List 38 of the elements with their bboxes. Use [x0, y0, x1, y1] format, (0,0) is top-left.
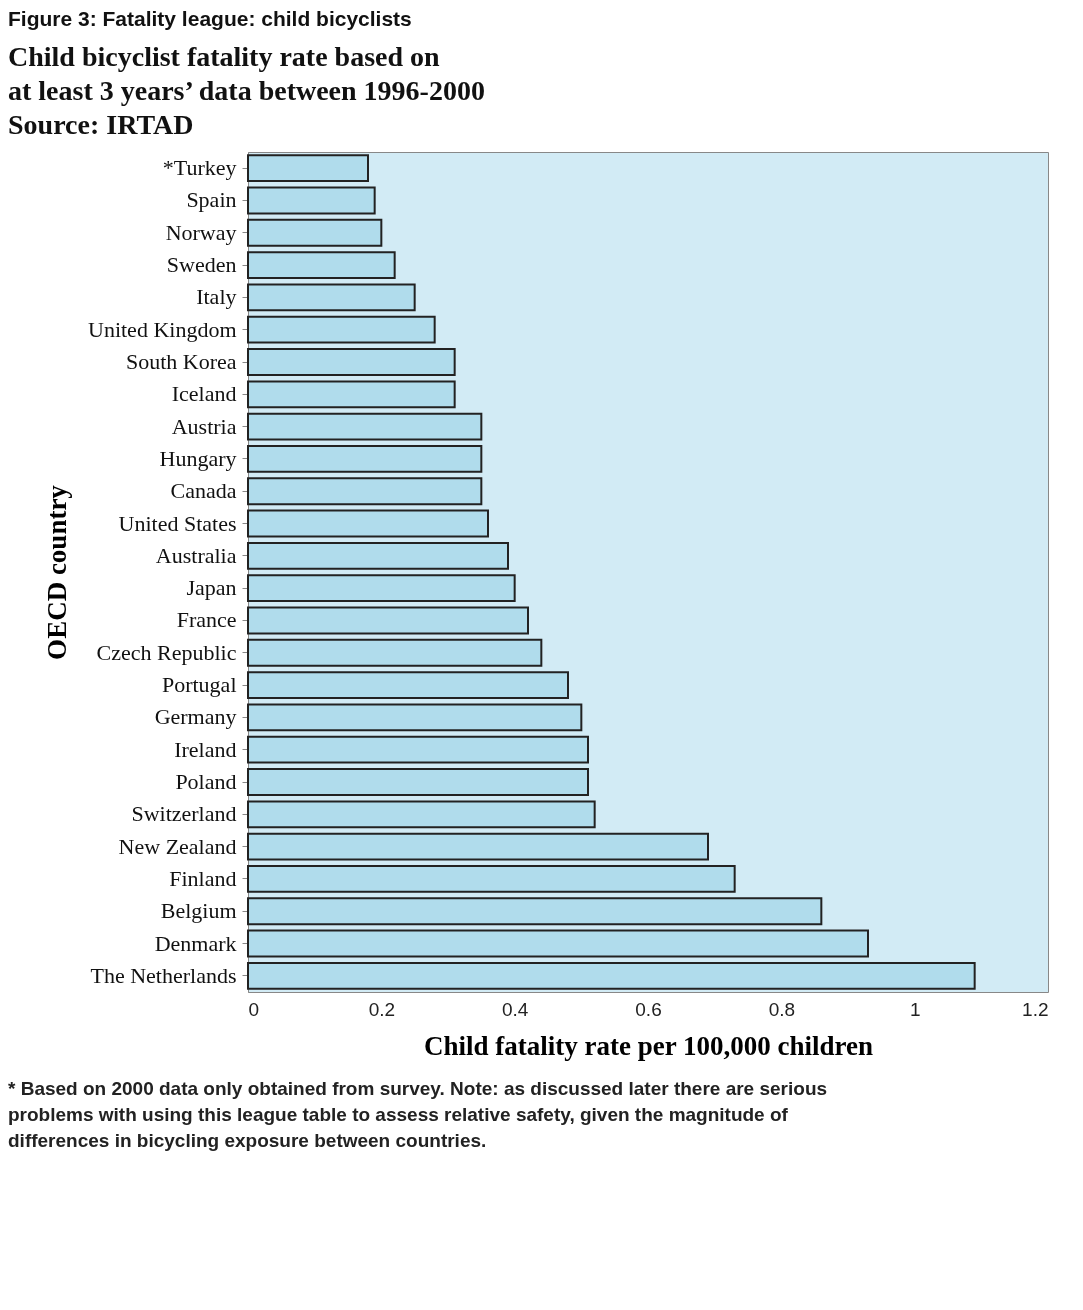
x-tick-label: 1.2: [1022, 998, 1049, 1020]
y-tick-label: Portugal: [161, 672, 237, 698]
text: * Based on 2000 data only obtained from survey. Note: as discussed later there are serious problems with using this league table to assess relative safety, given the magnitude of differences in bicycling exposure between countries.: [8, 1078, 828, 1151]
x-tick-label: 1: [909, 998, 921, 1020]
y-tick-label: The Netherlands: [90, 962, 237, 988]
y-tick-label: New Zealand: [118, 833, 237, 859]
y-tick-label: Finland: [169, 865, 237, 891]
y-tick-label: Norway: [165, 219, 237, 245]
y-tick-label: Switzerland: [131, 801, 237, 827]
y-tick-label: Australia: [155, 542, 237, 568]
x-axis-title: Child fatality rate per 100,000 children: [424, 1030, 873, 1061]
y-tick-label: Belgium: [160, 898, 237, 924]
y-tick-label: Hungary: [159, 445, 237, 471]
y-tick-label: Iceland: [171, 381, 237, 407]
x-tick-label: 0.8: [768, 998, 796, 1020]
y-tick-label: Ireland: [174, 736, 237, 762]
y-tick-label: Sweden: [166, 252, 237, 278]
y-tick-label: France: [176, 607, 237, 633]
x-tick-label: 0.4: [501, 998, 529, 1020]
x-tick-label: 0: [248, 998, 260, 1020]
y-tick-label: Denmark: [154, 930, 237, 956]
x-tick-label: 0.6: [635, 998, 662, 1020]
x-tick-label: 0.2: [368, 998, 396, 1020]
y-tick-label: *Turkey: [162, 155, 237, 181]
chart-subtitle: Child bicyclist fatality rate based on at least 3 years’ data between 1996-2000 Source: IRTAD: [8, 40, 485, 140]
y-tick-label: Czech Republic: [96, 639, 237, 665]
y-tick-label: Spain: [186, 187, 237, 213]
y-tick-label: South Korea: [125, 349, 237, 374]
y-tick-label: Japan: [186, 575, 237, 601]
y-tick-label: Germany: [154, 704, 237, 730]
y-tick-label: Italy: [196, 284, 237, 310]
y-axis-title: OECD country: [42, 484, 73, 660]
y-tick-label: United States: [118, 510, 237, 536]
chart-title: Figure 3: Fatality league: child bicyclists: [8, 6, 412, 30]
y-tick-label: Austria: [171, 413, 237, 439]
y-tick-label: United Kingdom: [88, 316, 237, 342]
y-tick-label: Canada: [170, 478, 237, 504]
y-tick-label: Poland: [175, 769, 237, 794]
